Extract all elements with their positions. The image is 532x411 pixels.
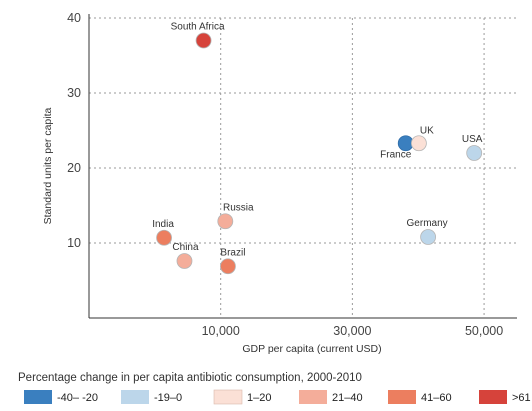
x-tick-label: 30,000 <box>333 324 371 338</box>
legend-item-2-swatch <box>121 390 149 404</box>
point-labels: South Africa India China Russia Brazil France… <box>152 22 483 259</box>
legend-item-5-label: 41–60 <box>421 392 452 404</box>
point-label-uk: UK <box>420 125 434 136</box>
point-label-france: France <box>380 149 412 160</box>
data-point-germany <box>420 229 437 245</box>
point-label-usa: USA <box>462 134 483 145</box>
y-tick-label: 40 <box>67 11 81 25</box>
legend-item-4-swatch <box>299 390 327 404</box>
tick-labels: 10 20 30 40 10,000 30,000 50,000 <box>67 11 503 338</box>
data-point-uk <box>410 135 427 152</box>
point-label-russia: Russia <box>223 202 254 213</box>
point-label-south-africa: South Africa <box>171 22 225 33</box>
legend-item-3-label: 1–20 <box>247 392 271 404</box>
legend-item-5-swatch <box>388 390 416 404</box>
legend-title: Percentage change in per capita antibiot… <box>18 372 362 384</box>
point-label-china: China <box>172 242 199 253</box>
legend-item-4-label: 21–40 <box>332 392 363 404</box>
x-tick-label: 50,000 <box>465 324 503 338</box>
data-point-russia <box>217 213 234 230</box>
x-tick-label: 10,000 <box>202 324 240 338</box>
legend: Percentage change in per capita antibiot… <box>18 372 531 405</box>
axes <box>88 14 517 319</box>
y-tick-label: 20 <box>67 161 81 175</box>
data-point-brazil <box>220 258 236 275</box>
x-axis-title: GDP per capita (current USD) <box>242 343 381 355</box>
y-tick-label: 10 <box>67 236 81 250</box>
legend-item-1-label: -40– -20 <box>57 392 98 404</box>
legend-item-6-label: >61 <box>512 392 531 404</box>
data-point-usa <box>466 145 483 161</box>
point-label-india: India <box>152 219 174 230</box>
grid-lines <box>89 17 517 318</box>
y-tick-label: 30 <box>67 86 81 100</box>
y-axis-title: Standard units per capita <box>42 107 54 224</box>
legend-item-6-swatch <box>479 390 507 404</box>
legend-item-3-swatch <box>213 389 243 405</box>
data-points <box>156 32 483 275</box>
legend-item-1-swatch <box>24 390 52 404</box>
point-label-brazil: Brazil <box>220 247 245 258</box>
data-point-china <box>176 253 193 269</box>
point-label-germany: Germany <box>407 218 448 229</box>
data-point-south-africa <box>195 32 212 49</box>
legend-item-2-label: -19–0 <box>154 392 182 404</box>
data-point-india <box>156 229 172 246</box>
